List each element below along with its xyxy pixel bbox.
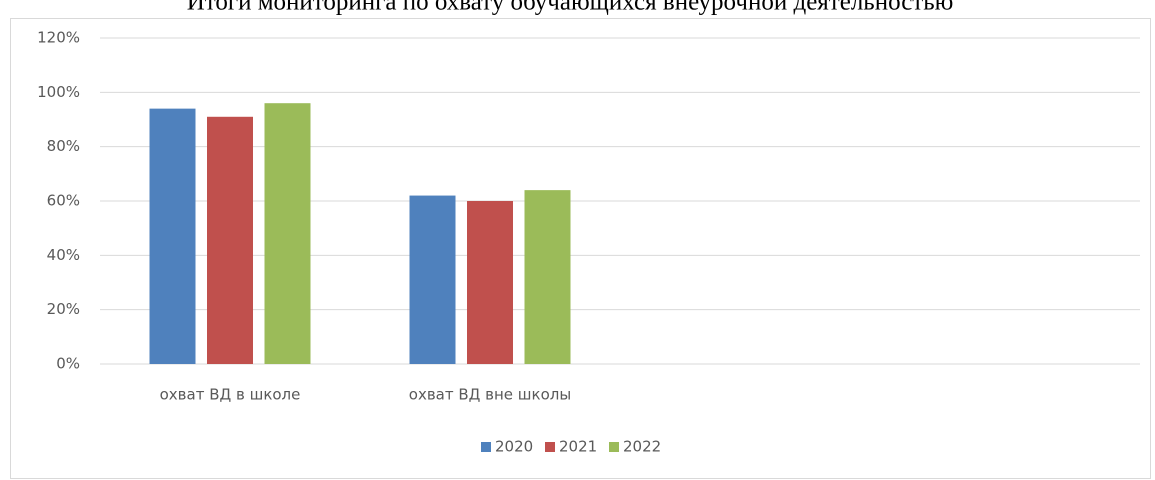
y-tick-label: 120% [37,29,80,47]
legend-label: 2022 [623,438,661,456]
y-tick-label: 80% [47,137,80,155]
bar [467,201,513,364]
chart-frame [10,18,1151,479]
x-tick-label: охват ВД вне школы [409,386,571,404]
y-tick-label: 40% [47,246,80,264]
y-tick-label: 60% [47,192,80,210]
legend-label: 2020 [495,438,533,456]
x-tick-label: охват ВД в школе [160,386,301,404]
bar [207,116,253,365]
y-tick-label: 0% [56,355,80,373]
legend-swatch [609,442,619,452]
bar [524,190,571,364]
y-tick-label: 20% [47,300,80,318]
bar [149,108,196,364]
legend-swatch [481,442,491,452]
bar [409,195,456,364]
y-tick-label: 100% [37,83,80,101]
legend-swatch [545,442,555,452]
legend-label: 2021 [559,438,597,456]
bar [264,103,311,364]
chart-title: Итоги мониторинга по охвату обучающихся … [187,0,954,16]
